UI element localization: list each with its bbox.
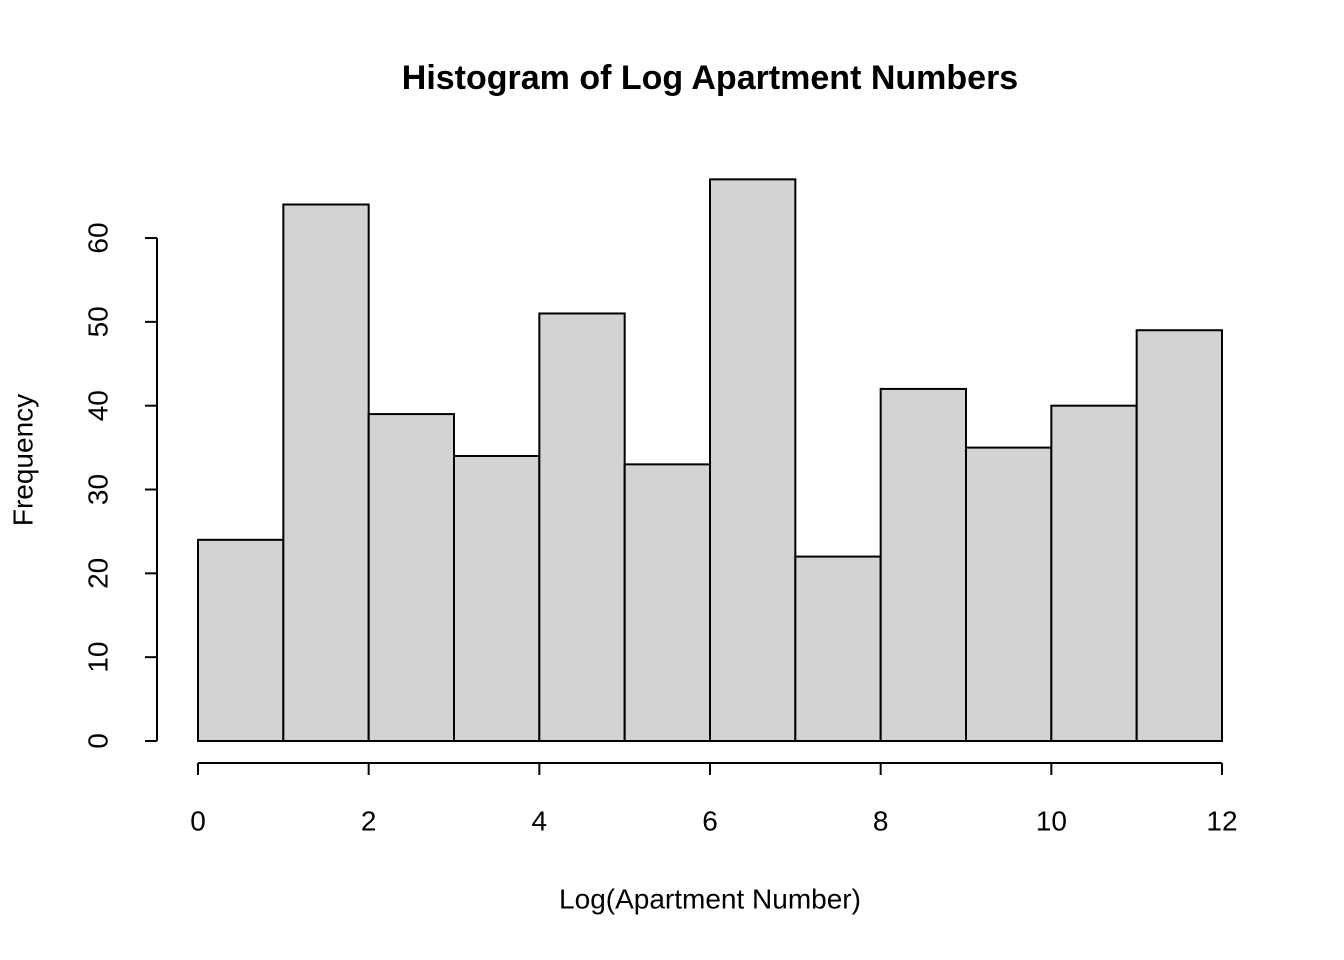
bar — [197, 538, 285, 742]
y-tick-label: 60 — [82, 222, 113, 253]
bar — [623, 463, 712, 742]
x-tick-label: 2 — [361, 805, 377, 836]
y-tick-label: 10 — [82, 642, 113, 673]
x-axis-label: Log(Apartment Number) — [559, 883, 861, 914]
y-tick-label: 0 — [82, 733, 113, 749]
x-tick-label: 4 — [532, 805, 548, 836]
bar — [794, 555, 882, 742]
bar — [965, 446, 1053, 742]
x-tick-label: 12 — [1206, 805, 1237, 836]
bar — [453, 454, 541, 742]
y-tick-label: 40 — [82, 390, 113, 421]
bar — [538, 312, 626, 742]
y-axis-label: Frequency — [7, 394, 38, 526]
x-tick-label: 0 — [190, 805, 206, 836]
bar — [879, 387, 968, 742]
chart-title: Histogram of Log Apartment Numbers — [402, 59, 1018, 97]
y-tick-label: 20 — [82, 558, 113, 589]
bar — [1135, 329, 1223, 742]
bar — [282, 203, 370, 743]
y-tick-label: 30 — [82, 474, 113, 505]
bar — [1050, 404, 1138, 742]
bar — [709, 178, 797, 742]
y-tick-label: 50 — [82, 306, 113, 337]
x-tick-label: 10 — [1036, 805, 1067, 836]
x-tick-label: 6 — [702, 805, 718, 836]
x-tick-label: 8 — [873, 805, 889, 836]
bar — [367, 413, 455, 742]
